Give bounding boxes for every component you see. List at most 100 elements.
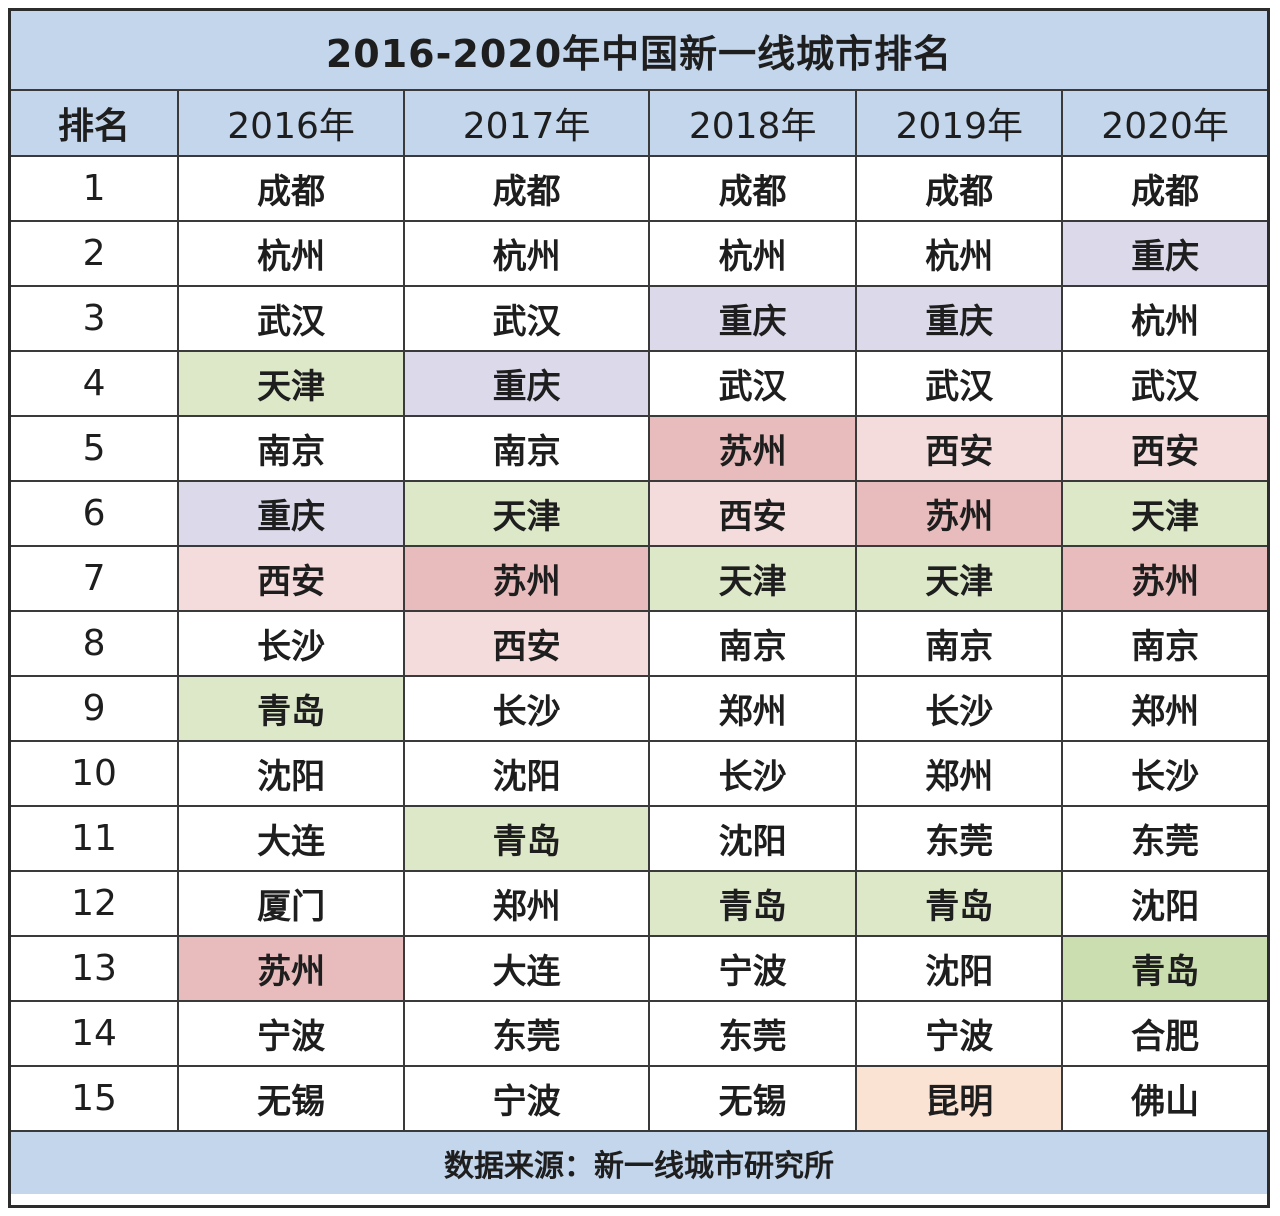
- city-cell: 宁波: [403, 1065, 651, 1132]
- city-cell: 南京: [1061, 610, 1267, 677]
- city-cell: 苏州: [177, 935, 406, 1002]
- rank-cell: 12: [11, 870, 180, 937]
- city-cell: 青岛: [648, 870, 858, 937]
- city-cell: 重庆: [177, 480, 406, 547]
- city-cell: 天津: [855, 545, 1064, 612]
- city-cell: 无锡: [177, 1065, 406, 1132]
- city-cell: 重庆: [1061, 220, 1267, 287]
- city-cell: 重庆: [648, 285, 858, 352]
- city-cell: 武汉: [1061, 350, 1267, 417]
- city-cell: 沈阳: [855, 935, 1064, 1002]
- city-cell: 郑州: [855, 740, 1064, 807]
- rank-cell: 13: [11, 935, 180, 1002]
- table-row: 3 武汉 武汉 重庆 重庆 杭州: [11, 285, 1267, 352]
- city-cell: 郑州: [1061, 675, 1267, 742]
- city-cell: 成都: [177, 155, 406, 222]
- city-cell: 沈阳: [648, 805, 858, 872]
- rank-cell: 15: [11, 1065, 180, 1132]
- city-cell: 重庆: [403, 350, 651, 417]
- city-cell: 青岛: [403, 805, 651, 872]
- city-cell: 长沙: [177, 610, 406, 677]
- city-cell: 长沙: [855, 675, 1064, 742]
- table-row: 2 杭州 杭州 杭州 杭州 重庆: [11, 220, 1267, 287]
- city-cell: 成都: [403, 155, 651, 222]
- city-cell: 南京: [403, 415, 651, 482]
- city-cell: 东莞: [855, 805, 1064, 872]
- city-cell: 郑州: [403, 870, 651, 937]
- city-cell: 成都: [1061, 155, 1267, 222]
- city-cell: 杭州: [1061, 285, 1267, 352]
- city-cell: 青岛: [1061, 935, 1267, 1002]
- city-cell: 南京: [177, 415, 406, 482]
- city-cell: 宁波: [855, 1000, 1064, 1067]
- city-cell: 郑州: [648, 675, 858, 742]
- header-year-2019: 2019年: [855, 89, 1064, 157]
- rank-cell: 1: [11, 155, 180, 222]
- table-title: 2016-2020年中国新一线城市排名: [11, 11, 1267, 91]
- city-cell: 宁波: [648, 935, 858, 1002]
- city-cell: 苏州: [648, 415, 858, 482]
- city-cell: 成都: [648, 155, 858, 222]
- city-cell: 大连: [177, 805, 406, 872]
- city-cell: 天津: [648, 545, 858, 612]
- city-cell: 东莞: [648, 1000, 858, 1067]
- city-cell: 苏州: [1061, 545, 1267, 612]
- header-year-2018: 2018年: [648, 89, 858, 157]
- city-cell: 重庆: [855, 285, 1064, 352]
- table-row: 5 南京 南京 苏州 西安 西安: [11, 415, 1267, 482]
- header-year-2020: 2020年: [1061, 89, 1267, 157]
- city-cell: 武汉: [855, 350, 1064, 417]
- city-cell: 杭州: [855, 220, 1064, 287]
- city-cell: 厦门: [177, 870, 406, 937]
- city-cell: 杭州: [403, 220, 651, 287]
- city-cell: 苏州: [403, 545, 651, 612]
- city-cell: 佛山: [1061, 1065, 1267, 1132]
- data-source-note: 数据来源：新一线城市研究所: [11, 1130, 1267, 1194]
- city-cell: 天津: [177, 350, 406, 417]
- header-year-2016: 2016年: [177, 89, 406, 157]
- city-cell: 苏州: [855, 480, 1064, 547]
- city-cell: 大连: [403, 935, 651, 1002]
- city-cell: 成都: [855, 155, 1064, 222]
- city-cell: 东莞: [1061, 805, 1267, 872]
- city-cell: 沈阳: [177, 740, 406, 807]
- header-rank: 排名: [11, 89, 180, 157]
- city-cell: 长沙: [403, 675, 651, 742]
- rank-cell: 3: [11, 285, 180, 352]
- city-cell: 杭州: [648, 220, 858, 287]
- city-cell: 武汉: [177, 285, 406, 352]
- rank-cell: 8: [11, 610, 180, 677]
- city-cell: 沈阳: [403, 740, 651, 807]
- city-cell: 合肥: [1061, 1000, 1267, 1067]
- rank-cell: 6: [11, 480, 180, 547]
- table-row: 10 沈阳 沈阳 长沙 郑州 长沙: [11, 740, 1267, 807]
- ranking-table-frame: 2016-2020年中国新一线城市排名 排名 2016年 2017年 2018年…: [8, 8, 1270, 1208]
- table-row: 11 大连 青岛 沈阳 东莞 东莞: [11, 805, 1267, 872]
- city-cell: 昆明: [855, 1065, 1064, 1132]
- city-cell: 青岛: [855, 870, 1064, 937]
- rank-cell: 11: [11, 805, 180, 872]
- ranking-table: 2016-2020年中国新一线城市排名 排名 2016年 2017年 2018年…: [11, 11, 1267, 1194]
- table-row: 15 无锡 宁波 无锡 昆明 佛山: [11, 1065, 1267, 1132]
- header-year-2017: 2017年: [403, 89, 651, 157]
- city-cell: 杭州: [177, 220, 406, 287]
- city-cell: 长沙: [1061, 740, 1267, 807]
- table-row: 1 成都 成都 成都 成都 成都: [11, 155, 1267, 222]
- table-row: 13 苏州 大连 宁波 沈阳 青岛: [11, 935, 1267, 1002]
- table-row: 14 宁波 东莞 东莞 宁波 合肥: [11, 1000, 1267, 1067]
- city-cell: 长沙: [648, 740, 858, 807]
- city-cell: 天津: [403, 480, 651, 547]
- city-cell: 南京: [648, 610, 858, 677]
- city-cell: 西安: [855, 415, 1064, 482]
- table-row: 8 长沙 西安 南京 南京 南京: [11, 610, 1267, 677]
- city-cell: 西安: [648, 480, 858, 547]
- city-cell: 无锡: [648, 1065, 858, 1132]
- table-row: 7 西安 苏州 天津 天津 苏州: [11, 545, 1267, 612]
- city-cell: 西安: [403, 610, 651, 677]
- city-cell: 南京: [855, 610, 1064, 677]
- city-cell: 武汉: [648, 350, 858, 417]
- rank-cell: 2: [11, 220, 180, 287]
- city-cell: 青岛: [177, 675, 406, 742]
- rank-cell: 5: [11, 415, 180, 482]
- table-row: 4 天津 重庆 武汉 武汉 武汉: [11, 350, 1267, 417]
